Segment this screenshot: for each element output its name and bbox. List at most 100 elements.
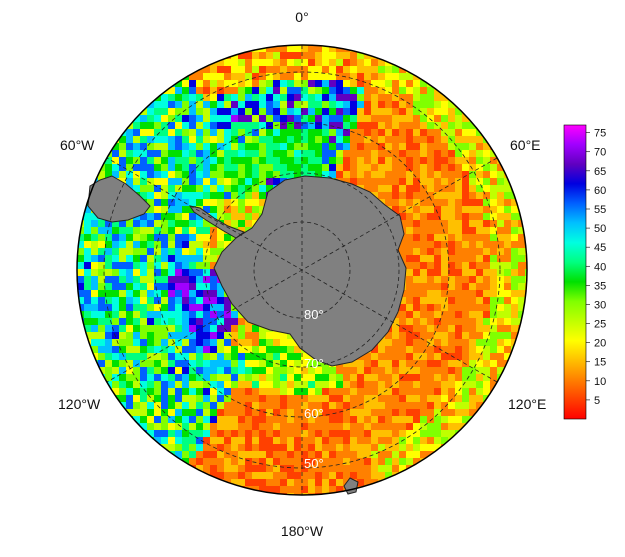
heatmap-cell <box>196 451 204 459</box>
heatmap-cell <box>224 451 232 459</box>
heatmap-cell <box>203 367 211 375</box>
heatmap-cell <box>462 416 470 424</box>
heatmap-cell <box>350 115 358 123</box>
heatmap-cell <box>455 276 463 284</box>
heatmap-cell <box>168 192 176 200</box>
heatmap-cell <box>112 241 120 249</box>
heatmap-cell <box>203 381 211 389</box>
heatmap-cell <box>140 150 148 158</box>
lat-label-80: 80° <box>304 307 324 322</box>
heatmap-cell <box>168 367 176 375</box>
heatmap-cell <box>189 304 197 312</box>
heatmap-cell <box>105 283 113 291</box>
heatmap-cell <box>462 129 470 137</box>
heatmap-cell <box>147 409 155 417</box>
heatmap-cell <box>238 115 246 123</box>
heatmap-cell <box>217 353 225 361</box>
heatmap-cell <box>182 430 190 438</box>
heatmap-cell <box>259 164 267 172</box>
heatmap-cell <box>280 381 288 389</box>
heatmap-cell <box>126 297 134 305</box>
heatmap-cell <box>175 227 183 235</box>
heatmap-cell <box>217 374 225 382</box>
heatmap-cell <box>273 486 281 494</box>
heatmap-cell <box>490 374 498 382</box>
heatmap-cell <box>119 367 127 375</box>
heatmap-cell <box>224 367 232 375</box>
heatmap-cell <box>126 150 134 158</box>
heatmap-cell <box>329 409 337 417</box>
heatmap-cell <box>504 304 512 312</box>
heatmap-cell <box>168 276 176 284</box>
heatmap-cell <box>238 444 246 452</box>
heatmap-cell <box>210 122 218 130</box>
heatmap-cell <box>294 87 302 95</box>
heatmap-cell <box>168 248 176 256</box>
heatmap-cell <box>133 374 141 382</box>
heatmap-cell <box>196 178 204 186</box>
heatmap-cell <box>154 87 162 95</box>
heatmap-cell <box>245 199 253 207</box>
heatmap-cell <box>84 276 92 284</box>
antarctic-peninsula <box>188 205 246 239</box>
heatmap-cell <box>189 199 197 207</box>
heatmap-cell <box>504 269 512 277</box>
heatmap-cell <box>441 171 449 179</box>
heatmap-cell <box>392 318 400 326</box>
heatmap-cell <box>224 486 232 494</box>
heatmap-cell <box>448 143 456 151</box>
heatmap-cell <box>427 178 435 186</box>
heatmap-cell <box>280 45 288 53</box>
heatmap-cell <box>371 143 379 151</box>
heatmap-cell <box>420 150 428 158</box>
heatmap-cell <box>434 129 442 137</box>
heatmap-cell <box>224 178 232 186</box>
heatmap-cell <box>217 143 225 151</box>
heatmap-cell <box>378 59 386 67</box>
heatmap-cell <box>434 220 442 228</box>
heatmap-cell <box>350 451 358 459</box>
heatmap-cell <box>161 255 169 263</box>
heatmap-cell <box>392 192 400 200</box>
heatmap-cell <box>518 241 526 249</box>
heatmap-cell <box>203 73 211 81</box>
heatmap-cell <box>399 451 407 459</box>
heatmap-cell <box>245 157 253 165</box>
heatmap-cell <box>434 311 442 319</box>
heatmap-cell <box>490 171 498 179</box>
heatmap-cell <box>518 332 526 340</box>
heatmap-cell <box>266 94 274 102</box>
heatmap-cell <box>490 234 498 242</box>
heatmap-cell <box>280 472 288 480</box>
heatmap-cell <box>385 388 393 396</box>
heatmap-cell <box>392 150 400 158</box>
heatmap-cell <box>364 444 372 452</box>
heatmap-cell <box>217 318 225 326</box>
heatmap-cell <box>378 185 386 193</box>
heatmap-cell <box>238 136 246 144</box>
heatmap-cell <box>315 458 323 466</box>
heatmap-cell <box>224 339 232 347</box>
heatmap-cell <box>371 409 379 417</box>
heatmap-cell <box>420 122 428 130</box>
heatmap-cell <box>490 213 498 221</box>
heatmap-cell <box>448 276 456 284</box>
heatmap-cell <box>476 241 484 249</box>
heatmap-cell <box>308 437 316 445</box>
heatmap-cell <box>161 304 169 312</box>
heatmap-cell <box>322 416 330 424</box>
heatmap-cell <box>476 388 484 396</box>
heatmap-cell <box>217 122 225 130</box>
heatmap-cell <box>301 493 309 495</box>
heatmap-cell <box>371 178 379 186</box>
heatmap-cell <box>476 304 484 312</box>
heatmap-cell <box>385 339 393 347</box>
heatmap-cell <box>413 381 421 389</box>
heatmap-cell <box>189 241 197 249</box>
heatmap-cell <box>280 80 288 88</box>
heatmap-cell <box>182 458 190 466</box>
heatmap-cell <box>413 192 421 200</box>
heatmap-cell <box>385 101 393 109</box>
heatmap-cell <box>112 157 120 165</box>
heatmap-cell <box>175 423 183 431</box>
